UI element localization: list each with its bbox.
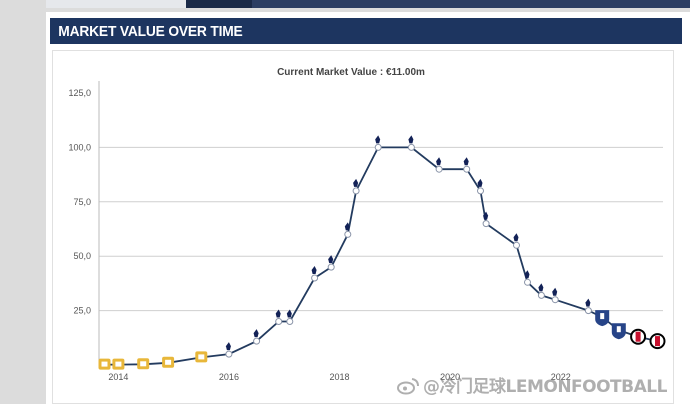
data-point-ball bbox=[435, 165, 443, 173]
data-point-mk-dons bbox=[195, 351, 208, 363]
data-point-tottenham bbox=[253, 329, 261, 345]
panel-header: MARKET VALUE OVER TIME bbox=[50, 18, 682, 44]
x-tick-label: 2020 bbox=[440, 372, 460, 382]
tottenham-crest-icon bbox=[463, 157, 469, 166]
watermark: @冷门足球LEMONFOOTBALL bbox=[396, 372, 667, 397]
data-point-ball bbox=[477, 187, 484, 195]
tottenham-crest-icon bbox=[513, 233, 519, 242]
data-point-tottenham bbox=[311, 266, 319, 282]
data-point-ball bbox=[463, 165, 471, 173]
mk-dons-crest-inner bbox=[165, 359, 172, 365]
data-point-mk-dons bbox=[112, 358, 125, 370]
data-point-ball bbox=[344, 230, 352, 238]
data-point-tottenham bbox=[352, 178, 360, 195]
tottenham-crest-icon bbox=[538, 283, 544, 292]
data-point-ball bbox=[584, 307, 592, 315]
data-point-mk-dons bbox=[137, 358, 150, 370]
data-point-tottenham bbox=[482, 211, 490, 228]
nav-tab[interactable] bbox=[46, 0, 186, 8]
data-point-tottenham bbox=[477, 178, 484, 195]
data-point-mk-dons bbox=[98, 358, 111, 370]
weibo-icon bbox=[397, 378, 419, 395]
y-tick-label: 25,0 bbox=[73, 306, 91, 316]
tottenham-crest-icon bbox=[225, 342, 231, 351]
data-point-tottenham bbox=[463, 157, 471, 173]
tottenham-crest-icon bbox=[375, 135, 381, 144]
data-point-tottenham bbox=[225, 342, 233, 358]
tottenham-crest-icon bbox=[483, 211, 489, 220]
y-tick-label: 100,0 bbox=[68, 142, 91, 152]
data-point-ball bbox=[551, 296, 559, 304]
tottenham-crest-icon bbox=[353, 178, 359, 187]
nav-bar bbox=[252, 0, 690, 8]
x-tick-label: 2014 bbox=[108, 372, 128, 382]
top-nav-strip bbox=[46, 0, 690, 8]
data-point-tottenham bbox=[435, 157, 443, 173]
tottenham-crest-icon bbox=[477, 178, 483, 187]
data-point-ball bbox=[311, 274, 319, 282]
data-point-tottenham bbox=[551, 287, 559, 304]
tottenham-crest-icon bbox=[524, 270, 530, 279]
data-point-tottenham bbox=[407, 135, 415, 151]
besiktas-crest-stripe bbox=[655, 336, 660, 347]
chart-title: Current Market Value : €11.00m bbox=[277, 67, 425, 78]
data-point-tottenham bbox=[513, 233, 520, 249]
mk-dons-crest-inner bbox=[140, 361, 147, 367]
y-tick-label: 50,0 bbox=[73, 251, 91, 261]
market-value-chart: Current Market Value : €11.00m 125,0 100,0… bbox=[68, 67, 666, 382]
x-tick-label: 2016 bbox=[219, 372, 239, 382]
everton-crest-tower bbox=[616, 326, 621, 333]
data-point-tottenham bbox=[275, 309, 283, 325]
y-tick-label: 125,0 bbox=[68, 88, 91, 98]
tottenham-crest-icon bbox=[436, 157, 442, 166]
data-point-tottenham bbox=[286, 309, 294, 325]
data-point-tottenham bbox=[344, 222, 352, 238]
besiktas-crest-stripe bbox=[635, 331, 641, 342]
data-point-ball bbox=[327, 263, 335, 271]
chart-container: Current Market Value : €11.00m 125,0 100,0… bbox=[52, 50, 674, 404]
data-point-tottenham bbox=[584, 298, 592, 315]
data-point-besiktas bbox=[630, 328, 647, 345]
data-point-ball bbox=[513, 241, 520, 249]
data-point-everton bbox=[595, 310, 610, 327]
x-tick-label: 2018 bbox=[330, 372, 350, 382]
mk-dons-crest-inner bbox=[198, 354, 205, 360]
data-point-tottenham bbox=[524, 270, 531, 286]
data-point-everton bbox=[611, 323, 626, 340]
watermark-text: @冷门足球LEMONFOOTBALL bbox=[423, 377, 667, 397]
value-line bbox=[104, 146, 658, 366]
data-point-ball bbox=[352, 187, 360, 195]
data-point-mk-dons bbox=[162, 356, 175, 368]
data-point-ball bbox=[407, 143, 415, 151]
data-point-ball bbox=[286, 318, 294, 325]
data-point-ball bbox=[253, 337, 261, 345]
data-point-tottenham bbox=[537, 283, 545, 299]
tottenham-crest-icon bbox=[328, 255, 334, 264]
everton-crest-tower bbox=[600, 313, 605, 320]
data-point-ball bbox=[374, 143, 382, 151]
data-point-tottenham bbox=[374, 135, 382, 151]
data-point-tottenham bbox=[327, 255, 335, 271]
market-value-panel: MARKET VALUE OVER TIME Current Market Va… bbox=[46, 12, 690, 404]
tottenham-crest-icon bbox=[408, 135, 414, 144]
tottenham-crest-icon bbox=[585, 298, 591, 307]
data-point-ball bbox=[524, 278, 531, 286]
mk-dons-crest-inner bbox=[115, 361, 122, 367]
data-point-ball bbox=[537, 291, 545, 299]
tottenham-crest-icon bbox=[275, 309, 281, 318]
y-tick-label: 75,0 bbox=[73, 197, 91, 207]
tottenham-crest-icon bbox=[253, 329, 259, 338]
tottenham-crest-icon bbox=[552, 287, 558, 296]
tottenham-crest-icon bbox=[344, 222, 350, 231]
tottenham-crest-icon bbox=[286, 309, 292, 318]
data-point-ball bbox=[225, 350, 233, 358]
x-tick-label: 2022 bbox=[551, 372, 571, 382]
tottenham-crest-icon bbox=[311, 266, 317, 274]
data-point-ball bbox=[275, 318, 283, 325]
data-point-ball bbox=[482, 220, 490, 228]
data-point-besiktas bbox=[649, 333, 666, 350]
panel-title: MARKET VALUE OVER TIME bbox=[58, 22, 243, 40]
mk-dons-crest-inner bbox=[101, 361, 108, 367]
